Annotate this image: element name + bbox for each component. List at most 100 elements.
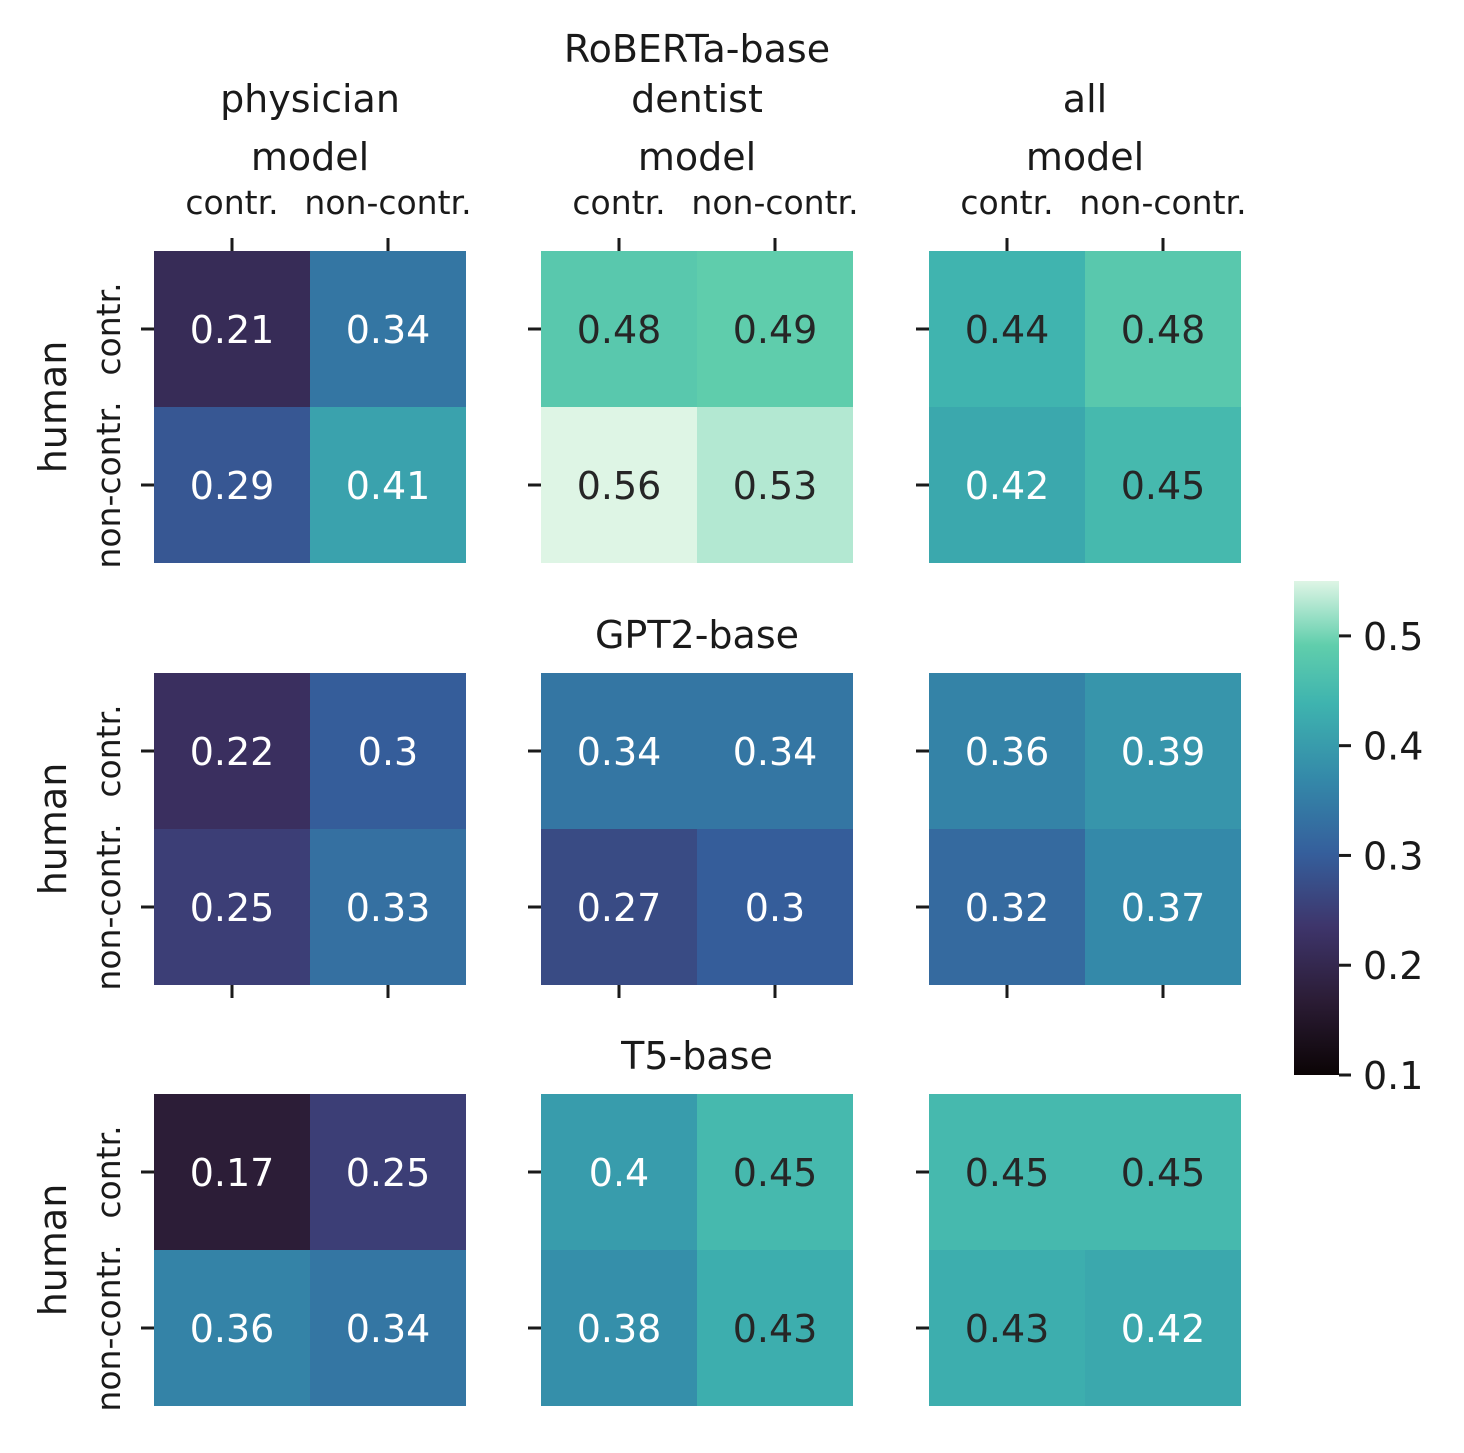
heatmap-cell xyxy=(1085,407,1241,563)
cell-value-label: 0.48 xyxy=(577,308,662,352)
heatmap-cell xyxy=(929,407,1085,563)
cell-value-label: 0.53 xyxy=(733,464,818,508)
colorbar-tick-label: 0.1 xyxy=(1363,1054,1423,1098)
x-group-label: model xyxy=(1026,135,1144,179)
cell-value-label: 0.41 xyxy=(346,464,431,508)
heatmap-cell xyxy=(154,829,310,985)
heatmap-cell xyxy=(929,251,1085,407)
x-tick-label: contr. xyxy=(572,183,665,222)
cell-value-label: 0.32 xyxy=(965,886,1050,930)
x-tick-label: non-contr. xyxy=(304,183,471,222)
heatmap-cell xyxy=(154,1250,310,1406)
cell-value-label: 0.43 xyxy=(733,1307,818,1351)
y-tick-label: contr. xyxy=(89,282,128,375)
cell-value-label: 0.36 xyxy=(965,730,1050,774)
cell-value-label: 0.56 xyxy=(577,464,662,508)
heatmap-cell xyxy=(154,251,310,407)
heatmap-cell xyxy=(154,407,310,563)
column-title-dentist: dentist xyxy=(631,77,763,121)
heatmap-cell xyxy=(929,829,1085,985)
y-group-label: human xyxy=(31,763,75,896)
heatmap-cell xyxy=(1085,251,1241,407)
cell-value-label: 0.37 xyxy=(1121,886,1206,930)
x-tick-label: contr. xyxy=(960,183,1053,222)
cell-value-label: 0.34 xyxy=(577,730,662,774)
cell-value-label: 0.36 xyxy=(190,1307,275,1351)
cell-value-label: 0.27 xyxy=(577,886,662,930)
y-tick-label: contr. xyxy=(89,1125,128,1218)
cell-value-label: 0.3 xyxy=(358,730,418,774)
column-title-all: all xyxy=(1063,77,1107,121)
heatmap-cell xyxy=(697,407,853,563)
heatmap-cell xyxy=(1085,1250,1241,1406)
cell-value-label: 0.25 xyxy=(346,1151,431,1195)
cell-value-label: 0.29 xyxy=(190,464,275,508)
cell-value-label: 0.49 xyxy=(733,308,818,352)
heatmap-cell xyxy=(154,1094,310,1250)
y-group-label: human xyxy=(31,341,75,474)
cell-value-label: 0.34 xyxy=(346,308,431,352)
cell-value-label: 0.48 xyxy=(1121,308,1206,352)
cell-value-label: 0.34 xyxy=(346,1307,431,1351)
heatmap-cell xyxy=(541,407,697,563)
heatmap-cell xyxy=(310,1094,466,1250)
column-title-physician: physician xyxy=(220,77,400,121)
model-title: GPT2-base xyxy=(595,613,799,657)
heatmap-cell xyxy=(541,1250,697,1406)
cell-value-label: 0.42 xyxy=(1121,1307,1206,1351)
heatmap-cell xyxy=(929,1094,1085,1250)
heatmap-cell xyxy=(310,251,466,407)
heatmap-cell xyxy=(541,673,697,829)
heatmap-cell xyxy=(310,673,466,829)
cell-value-label: 0.44 xyxy=(965,308,1050,352)
cell-value-label: 0.45 xyxy=(733,1151,818,1195)
heatmap-cell xyxy=(541,829,697,985)
heatmap-cell xyxy=(929,1250,1085,1406)
heatmap-cell xyxy=(154,673,310,829)
heatmap-cell xyxy=(1085,1094,1241,1250)
colorbar-tick-label: 0.3 xyxy=(1363,834,1423,878)
heatmap-cell xyxy=(1085,829,1241,985)
model-title: RoBERTa-base xyxy=(564,27,830,71)
heatmap-cell xyxy=(697,1094,853,1250)
cell-value-label: 0.38 xyxy=(577,1307,662,1351)
x-tick-label: non-contr. xyxy=(1079,183,1246,222)
cell-value-label: 0.43 xyxy=(965,1307,1050,1351)
heatmap-cell xyxy=(541,251,697,407)
cell-value-label: 0.4 xyxy=(589,1151,649,1195)
colorbar-tick-label: 0.2 xyxy=(1363,944,1423,988)
cell-value-label: 0.39 xyxy=(1121,730,1206,774)
heatmap-cell xyxy=(310,1250,466,1406)
heatmap-cell xyxy=(929,673,1085,829)
colorbar-tick-label: 0.5 xyxy=(1363,615,1423,659)
cell-value-label: 0.45 xyxy=(1121,1151,1206,1195)
y-tick-label: non-contr. xyxy=(89,823,128,990)
y-tick-label: contr. xyxy=(89,704,128,797)
cell-value-label: 0.25 xyxy=(190,886,275,930)
cell-value-label: 0.22 xyxy=(190,730,275,774)
x-tick-label: non-contr. xyxy=(691,183,858,222)
x-group-label: model xyxy=(251,135,369,179)
y-group-label: human xyxy=(31,1184,75,1317)
heatmap-cell xyxy=(697,673,853,829)
cell-value-label: 0.45 xyxy=(965,1151,1050,1195)
y-tick-label: non-contr. xyxy=(89,401,128,568)
colorbar-tick-label: 0.4 xyxy=(1363,725,1423,769)
heatmap-cell xyxy=(1085,673,1241,829)
heatmap-cell xyxy=(697,1250,853,1406)
heatmap-cell xyxy=(310,829,466,985)
cell-value-label: 0.3 xyxy=(745,886,805,930)
heatmap-cell xyxy=(697,829,853,985)
cell-value-label: 0.45 xyxy=(1121,464,1206,508)
heatmap-cell xyxy=(697,251,853,407)
cell-value-label: 0.34 xyxy=(733,730,818,774)
heatmap-cell xyxy=(310,407,466,563)
y-tick-label: non-contr. xyxy=(89,1244,128,1411)
colorbar xyxy=(1294,581,1339,1075)
cell-value-label: 0.42 xyxy=(965,464,1050,508)
model-title: T5-base xyxy=(620,1034,773,1078)
cell-value-label: 0.21 xyxy=(190,308,275,352)
heatmap-cell xyxy=(541,1094,697,1250)
x-tick-label: contr. xyxy=(185,183,278,222)
